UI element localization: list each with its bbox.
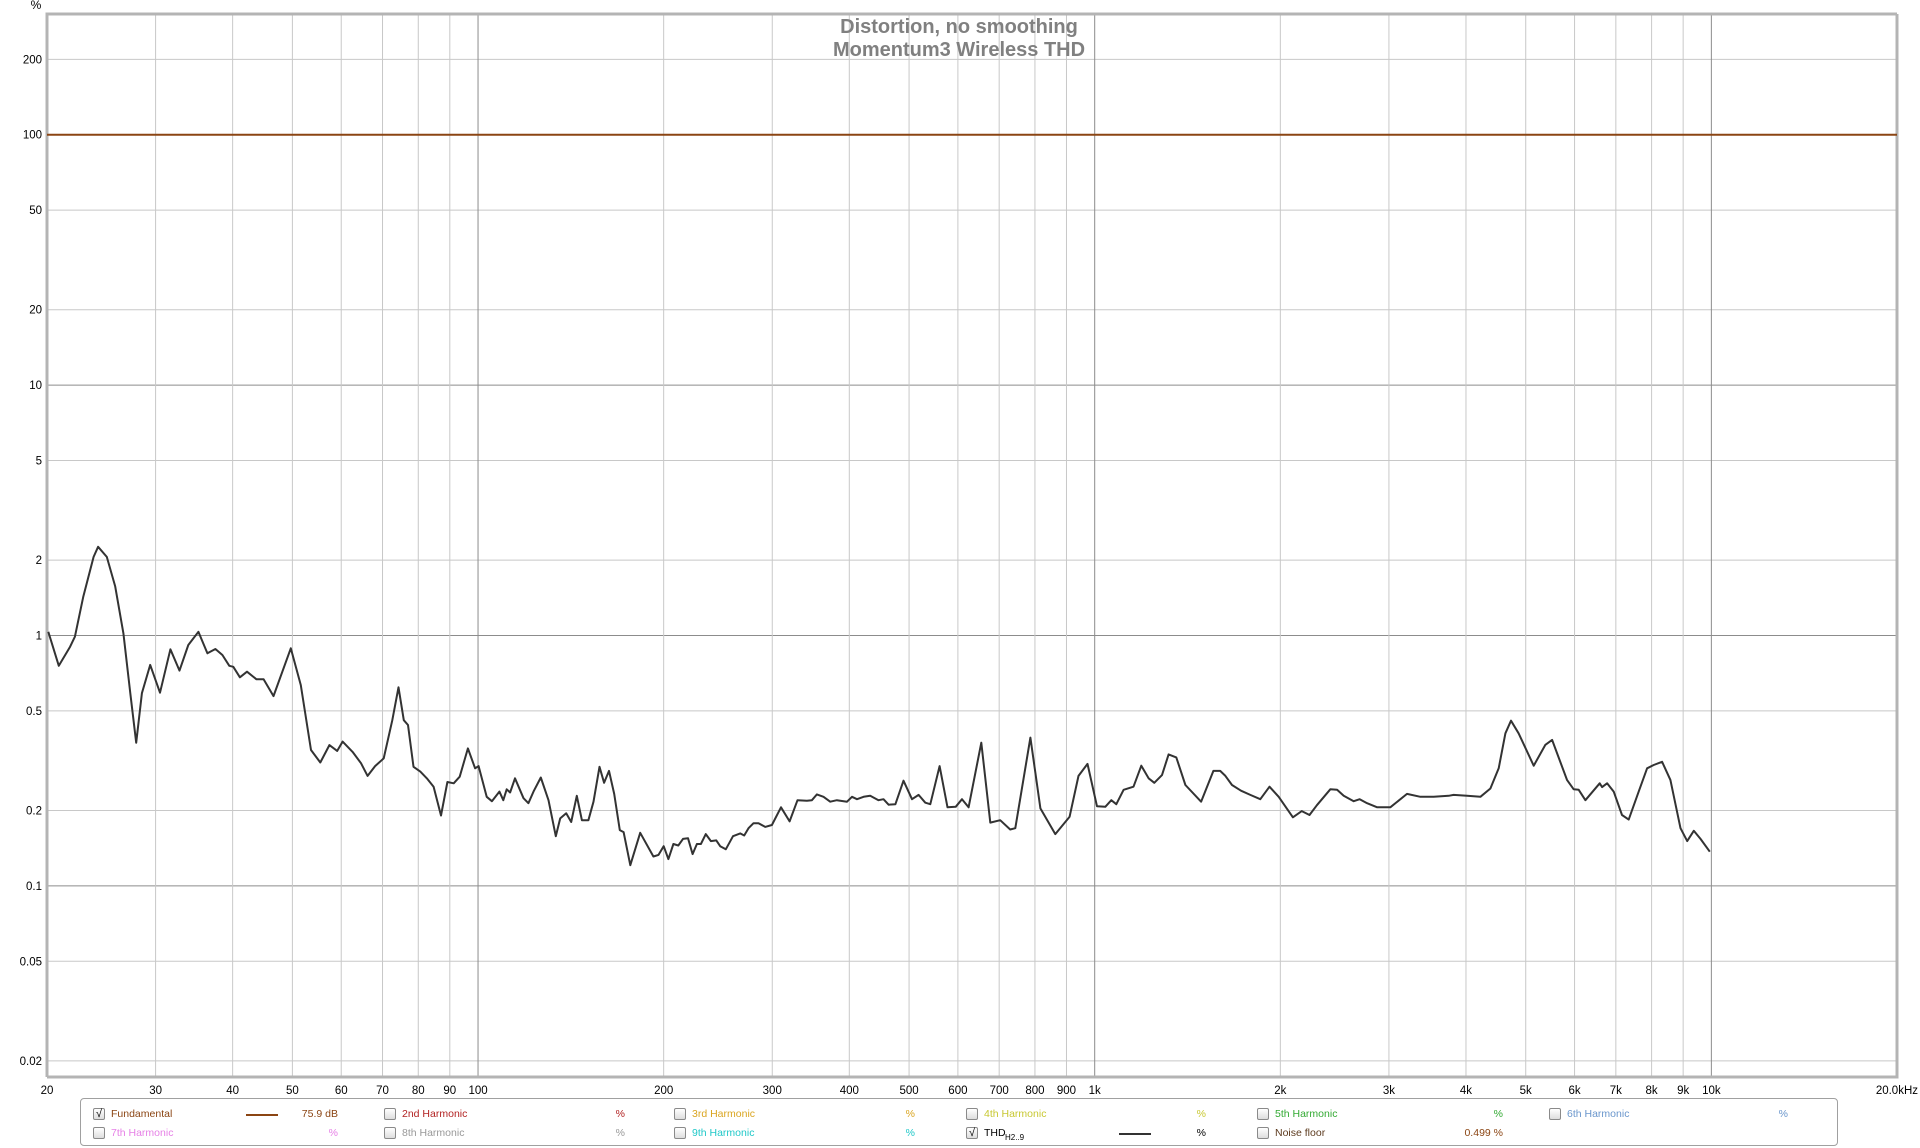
legend-label: Fundamental bbox=[111, 1108, 173, 1120]
x-tick-label: 9k bbox=[1677, 1085, 1689, 1097]
legend: √ Fundamental 75.9 dB 2nd Harmonic% 3rd Harm… bbox=[80, 1098, 1838, 1146]
y-tick-label: 0.02 bbox=[20, 1056, 42, 1068]
plot-area bbox=[47, 14, 1897, 1077]
x-tick-label: 500 bbox=[899, 1085, 918, 1097]
legend-checkbox[interactable] bbox=[966, 1108, 978, 1120]
legend-label-subscript: H2..9 bbox=[1005, 1133, 1025, 1142]
x-tick-label: 90 bbox=[443, 1085, 456, 1097]
legend-label: 3rd Harmonic bbox=[692, 1108, 756, 1120]
y-tick-label: 2 bbox=[36, 555, 42, 567]
legend-value: % bbox=[615, 1127, 625, 1139]
legend-label: THD bbox=[984, 1127, 1006, 1139]
x-tick-label: 80 bbox=[412, 1085, 425, 1097]
x-tick-label: 40 bbox=[226, 1085, 239, 1097]
y-tick-label: 10 bbox=[29, 380, 42, 392]
x-tick-label: 400 bbox=[840, 1085, 859, 1097]
y-tick-label: 50 bbox=[29, 205, 42, 217]
series bbox=[47, 133, 1897, 867]
legend-label: 7th Harmonic bbox=[111, 1127, 174, 1139]
plot-frame-top-left bbox=[45, 12, 1897, 1077]
y-tick-label: 0.2 bbox=[26, 806, 42, 818]
legend-value: 75.9 dB bbox=[301, 1108, 338, 1120]
legend-line-swatch bbox=[1119, 1133, 1151, 1135]
y-tick-label: 0.05 bbox=[20, 956, 42, 968]
x-tick-label: 6k bbox=[1568, 1085, 1580, 1097]
x-tick-label: 7k bbox=[1610, 1085, 1622, 1097]
x-axis-unit: 20.0kHz bbox=[1876, 1085, 1918, 1097]
y-tick-label: 0.1 bbox=[26, 881, 42, 893]
legend-checkbox[interactable] bbox=[1257, 1127, 1269, 1139]
x-tick-label: 700 bbox=[990, 1085, 1009, 1097]
x-tick-label: 200 bbox=[654, 1085, 673, 1097]
x-tick-label: 10k bbox=[1702, 1085, 1721, 1097]
x-tick-label: 2k bbox=[1274, 1085, 1286, 1097]
legend-value: % bbox=[1196, 1108, 1206, 1120]
y-tick-label: 0.5 bbox=[26, 706, 42, 718]
y-tick-label: 1 bbox=[36, 631, 42, 643]
legend-value: % bbox=[905, 1127, 915, 1139]
legend-checkbox[interactable] bbox=[384, 1108, 396, 1120]
legend-checkbox[interactable] bbox=[674, 1127, 686, 1139]
legend-label: 9th Harmonic bbox=[692, 1127, 755, 1139]
x-tick-label: 600 bbox=[948, 1085, 967, 1097]
legend-checkbox[interactable] bbox=[674, 1108, 686, 1120]
x-tick-label: 800 bbox=[1025, 1085, 1044, 1097]
x-tick-label: 300 bbox=[763, 1085, 782, 1097]
legend-label: 5th Harmonic bbox=[1275, 1108, 1338, 1120]
y-tick-label: 100 bbox=[23, 130, 42, 142]
x-tick-label: 50 bbox=[286, 1085, 299, 1097]
legend-label: 4th Harmonic bbox=[984, 1108, 1047, 1120]
legend-value: % bbox=[1196, 1127, 1206, 1139]
x-tick-label: 1k bbox=[1089, 1085, 1101, 1097]
x-tick-label: 20 bbox=[41, 1085, 54, 1097]
y-tick-label: 20 bbox=[29, 305, 42, 317]
legend-checkbox[interactable] bbox=[1549, 1108, 1561, 1120]
series-line-thd-h2-9 bbox=[47, 545, 1711, 867]
axes: 200 100 50 20 10 5 2 1 0.5 0.2 0.1 0.05 0.02 20 30 40 50… bbox=[20, 12, 1899, 1097]
x-tick-label: 900 bbox=[1057, 1085, 1076, 1097]
legend-value: % bbox=[615, 1108, 625, 1120]
legend-checkbox[interactable]: √ bbox=[966, 1127, 978, 1139]
legend-value: 0.499 % bbox=[1464, 1127, 1503, 1139]
legend-value: % bbox=[1493, 1108, 1503, 1120]
legend-label: 2nd Harmonic bbox=[402, 1108, 468, 1120]
x-tick-label: 3k bbox=[1383, 1085, 1395, 1097]
x-tick-label: 70 bbox=[376, 1085, 389, 1097]
x-tick-label: 30 bbox=[149, 1085, 162, 1097]
x-tick-label: 60 bbox=[335, 1085, 348, 1097]
y-axis-unit: % bbox=[31, 0, 42, 12]
y-tick-label: 5 bbox=[36, 455, 42, 467]
legend-checkbox[interactable] bbox=[1257, 1108, 1269, 1120]
x-tick-label: 5k bbox=[1520, 1085, 1532, 1097]
legend-label: 8th Harmonic bbox=[402, 1127, 465, 1139]
legend-label: 6th Harmonic bbox=[1567, 1108, 1630, 1120]
legend-checkbox[interactable]: √ bbox=[93, 1108, 105, 1120]
legend-value: % bbox=[328, 1127, 338, 1139]
x-tick-label: 4k bbox=[1460, 1085, 1472, 1097]
legend-label: Noise floor bbox=[1275, 1127, 1326, 1139]
chart-title: Distortion, no smoothing bbox=[840, 16, 1078, 38]
legend-checkbox[interactable] bbox=[384, 1127, 396, 1139]
x-tick-label: 8k bbox=[1646, 1085, 1658, 1097]
y-tick-label: 200 bbox=[23, 54, 42, 66]
legend-value: % bbox=[905, 1108, 915, 1120]
plot-frame-bottom-right bbox=[47, 14, 1899, 1079]
x-tick-label: 100 bbox=[468, 1085, 487, 1097]
grid bbox=[47, 14, 1897, 1077]
chart-subtitle: Momentum3 Wireless THD bbox=[833, 39, 1085, 61]
legend-line-swatch bbox=[246, 1114, 278, 1116]
legend-checkbox[interactable] bbox=[93, 1127, 105, 1139]
legend-value: % bbox=[1778, 1108, 1788, 1120]
